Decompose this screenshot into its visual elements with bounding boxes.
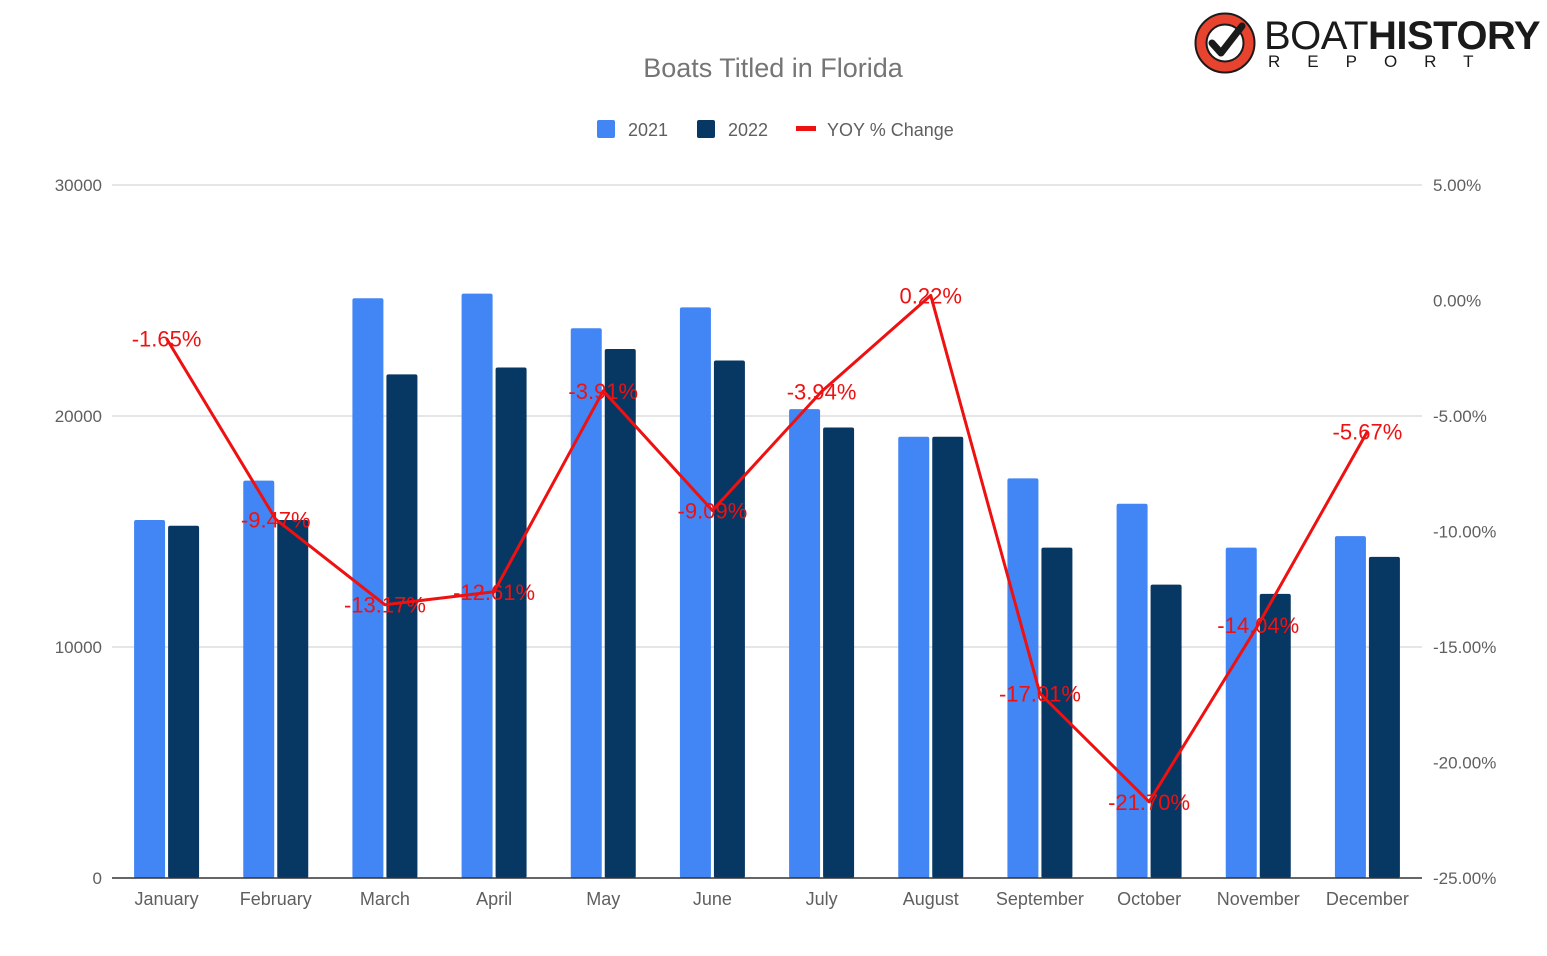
logo-brand-bold: HISTORY (1367, 14, 1541, 58)
yoy-data-label: -3.91% (568, 379, 638, 404)
y-right-tick-label: -25.00% (1433, 869, 1496, 888)
legend-swatch (597, 120, 615, 138)
x-tick-label: January (135, 889, 199, 909)
y-right-tick-label: 0.00% (1433, 292, 1481, 311)
bar-2021 (134, 519, 166, 878)
y-right-tick-label: 5.00% (1433, 176, 1481, 195)
x-tick-label: September (996, 889, 1084, 909)
legend-label: 2022 (728, 120, 768, 140)
bar-2021 (898, 436, 930, 878)
bar-2022 (1150, 584, 1182, 878)
yoy-data-label: -21.70% (1108, 790, 1190, 815)
bar-2021 (789, 409, 821, 878)
bar-2022 (1259, 593, 1291, 878)
bar-2021 (1334, 536, 1366, 878)
yoy-data-label: 0.22% (900, 283, 962, 308)
bar-2022 (1368, 556, 1400, 878)
x-tick-label: May (586, 889, 620, 909)
y-left-tick-label: 10000 (55, 638, 102, 657)
x-tick-label: April (476, 889, 512, 909)
legend-label: 2021 (628, 120, 668, 140)
legend-swatch (697, 120, 715, 138)
bar-2021 (461, 293, 493, 878)
bar-2022 (932, 436, 964, 878)
yoy-line (165, 293, 1369, 804)
bar-2022 (823, 427, 855, 878)
y-right-tick-label: -10.00% (1433, 523, 1496, 542)
x-tick-label: July (806, 889, 838, 909)
y-left-tick-label: 0 (93, 869, 102, 888)
yoy-data-label: -14.04% (1217, 613, 1299, 638)
legend-swatch (796, 126, 816, 131)
yoy-data-label: -1.65% (132, 327, 202, 352)
boat-history-report-logo: BOATHISTORY REPORT (1194, 12, 1541, 76)
bar-2021 (679, 307, 711, 878)
x-tick-label: August (903, 889, 959, 909)
yoy-data-label: -12.61% (453, 580, 535, 605)
logo-wordmark: BOATHISTORY (1264, 14, 1541, 58)
yoy-data-label: -13.17% (344, 593, 426, 618)
x-tick-label: November (1217, 889, 1300, 909)
bar-2022 (713, 360, 745, 878)
x-tick-label: December (1326, 889, 1409, 909)
x-tick-label: October (1117, 889, 1181, 909)
legend-label: YOY % Change (827, 120, 954, 140)
check-ring-logo-icon (1194, 12, 1256, 74)
y-left-tick-label: 30000 (55, 176, 102, 195)
x-tick-label: February (240, 889, 312, 909)
x-tick-label: June (693, 889, 732, 909)
yoy-data-label: -17.01% (999, 681, 1081, 706)
logo-brand-light: BOAT (1264, 14, 1368, 58)
x-tick-label: March (360, 889, 410, 909)
logo-subtitle: REPORT (1268, 52, 1501, 71)
bar-2022 (495, 367, 527, 878)
yoy-data-label: -9.09% (678, 498, 748, 523)
bar-2022 (1041, 547, 1073, 878)
bar-2021 (1007, 478, 1039, 878)
bar-2022 (168, 525, 200, 878)
bar-2021 (1225, 547, 1257, 878)
y-left-tick-label: 20000 (55, 407, 102, 426)
yoy-data-label: -5.67% (1333, 419, 1403, 444)
bar-2022 (277, 519, 309, 878)
y-right-tick-label: -15.00% (1433, 638, 1496, 657)
y-right-tick-label: -20.00% (1433, 754, 1496, 773)
y-right-tick-label: -5.00% (1433, 407, 1487, 426)
bar-2021 (243, 480, 275, 878)
yoy-data-label: -3.94% (787, 380, 857, 405)
bar-2021 (352, 298, 384, 878)
chart-title: Boats Titled in Florida (643, 53, 904, 83)
yoy-data-label: -9.47% (241, 507, 311, 532)
bar-2022 (386, 374, 418, 878)
bar-2021 (1116, 503, 1148, 878)
bar-2022 (604, 349, 636, 878)
bar-2021 (570, 328, 602, 879)
